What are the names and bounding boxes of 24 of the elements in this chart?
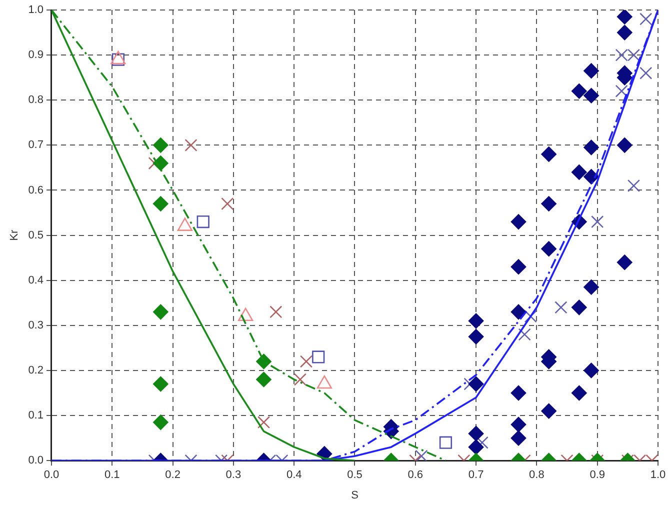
x-tick-label: 0.1 [104,469,120,482]
x-axis-title: S [351,489,358,502]
x-tick-label: 0.7 [468,469,484,482]
x-tick-label: 0.9 [590,469,605,482]
y-tick-label: 0.3 [28,319,44,332]
y-tick-label: 0.4 [28,274,44,286]
x-tick-label: 0.6 [408,469,424,482]
y-tick-label: 0.9 [28,49,44,62]
y-tick-label: 1.0 [28,4,44,16]
y-axis-title: Kr [8,229,21,241]
y-tick-label: 0.2 [28,364,44,377]
x-tick-label: 0.5 [347,469,362,482]
x-tick-label: 1.0 [650,469,666,482]
y-tick-label: 0.1 [28,410,44,422]
x-tick-label: 0.8 [529,469,544,482]
x-tick-label: 0.4 [286,469,302,482]
x-tick-label: 0.3 [226,469,242,482]
y-tick-label: 0.8 [28,94,44,106]
x-tick-label: 0.0 [44,469,60,482]
y-tick-label: 0.6 [28,184,44,196]
x-tick-label: 0.2 [165,469,180,482]
y-tick-label: 0.0 [28,454,44,467]
y-tick-label: 0.5 [28,229,44,242]
y-tick-label: 0.7 [28,139,44,152]
